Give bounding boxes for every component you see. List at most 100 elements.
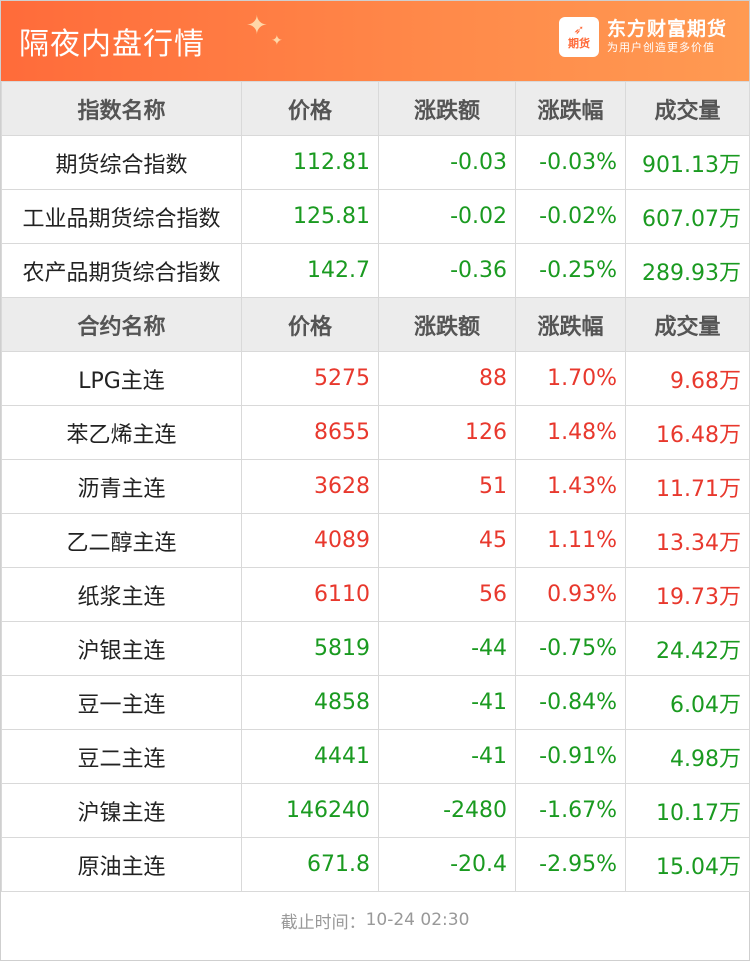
row-volume: 901.13万: [625, 135, 750, 190]
table-row: 纸浆主连 6110 56 0.93% 19.73万: [1, 567, 750, 622]
row-pct: -0.91%: [515, 729, 626, 784]
row-pct: 1.11%: [515, 513, 626, 568]
table-row: 农产品期货综合指数 142.7 -0.36 -0.25% 289.93万: [1, 243, 750, 298]
row-name: 豆一主连: [1, 675, 242, 730]
row-change: 51: [378, 459, 516, 514]
table-row: 豆二主连 4441 -41 -0.91% 4.98万: [1, 729, 750, 784]
row-name: 农产品期货综合指数: [1, 243, 242, 298]
logo-text: 期货: [567, 37, 590, 50]
row-volume: 16.48万: [625, 405, 750, 460]
table-row: 沪镍主连 146240 -2480 -1.67% 10.17万: [1, 783, 750, 838]
row-price: 671.8: [241, 837, 379, 892]
row-change: -0.03: [378, 135, 516, 190]
leaf-icon: ➶: [573, 23, 585, 38]
row-price: 4441: [241, 729, 379, 784]
row-pct: -1.67%: [515, 783, 626, 838]
row-name: 期货综合指数: [1, 135, 242, 190]
row-pct: -0.02%: [515, 189, 626, 244]
row-pct: 1.43%: [515, 459, 626, 514]
table-row: 沪银主连 5819 -44 -0.75% 24.42万: [1, 621, 750, 676]
row-pct: -0.03%: [515, 135, 626, 190]
row-name: 工业品期货综合指数: [1, 189, 242, 244]
row-change: 126: [378, 405, 516, 460]
table-row: 苯乙烯主连 8655 126 1.48% 16.48万: [1, 405, 750, 460]
row-name: 沥青主连: [1, 459, 242, 514]
row-pct: 0.93%: [515, 567, 626, 622]
row-change: -44: [378, 621, 516, 676]
update-time-label: 截止时间：: [280, 912, 366, 933]
column-header: 涨跌幅: [515, 81, 626, 136]
table-row: 原油主连 671.8 -20.4 -2.95% 15.04万: [1, 837, 750, 892]
row-pct: -0.84%: [515, 675, 626, 730]
row-volume: 11.71万: [625, 459, 750, 514]
row-volume: 4.98万: [625, 729, 750, 784]
brand-logo: ➶ 期货 东方财富期货 为用户创造更多价值: [558, 17, 727, 57]
row-price: 6110: [241, 567, 379, 622]
page-title: 隔夜内盘行情: [19, 27, 205, 62]
row-volume: 13.34万: [625, 513, 750, 568]
row-volume: 10.17万: [625, 783, 750, 838]
row-name: LPG主连: [1, 351, 242, 406]
row-change: -0.36: [378, 243, 516, 298]
sparkle-small-icon: ✦: [271, 33, 283, 49]
table-row: 期货综合指数 112.81 -0.03 -0.03% 901.13万: [1, 135, 750, 190]
table-row: 乙二醇主连 4089 45 1.11% 13.34万: [1, 513, 750, 568]
row-price: 112.81: [241, 135, 379, 190]
column-header: 涨跌额: [378, 81, 516, 136]
row-volume: 6.04万: [625, 675, 750, 730]
row-price: 3628: [241, 459, 379, 514]
column-header: 涨跌额: [378, 297, 516, 352]
row-price: 8655: [241, 405, 379, 460]
column-header: 涨跌幅: [515, 297, 626, 352]
row-price: 5275: [241, 351, 379, 406]
market-table: 指数名称 价格 涨跌额 涨跌幅 成交量 期货综合指数 112.81 -0.03 -0.03% 90…: [1, 81, 750, 892]
table-row: 沥青主连 3628 51 1.43% 11.71万: [1, 459, 750, 514]
row-pct: 1.70%: [515, 351, 626, 406]
table-row: 工业品期货综合指数 125.81 -0.02 -0.02% 607.07万: [1, 189, 750, 244]
row-volume: 15.04万: [625, 837, 750, 892]
contract-header-row: 合约名称 价格 涨跌额 涨跌幅 成交量: [1, 297, 750, 352]
update-time-value: 10-24 02:30: [365, 910, 470, 930]
row-volume: 9.68万: [625, 351, 750, 406]
row-volume: 24.42万: [625, 621, 750, 676]
row-change: -0.02: [378, 189, 516, 244]
row-name: 沪银主连: [1, 621, 242, 676]
brand-icon: ➶ 期货: [558, 17, 599, 57]
row-price: 142.7: [241, 243, 379, 298]
column-header: 成交量: [625, 297, 750, 352]
row-name: 豆二主连: [1, 729, 242, 784]
row-change: 88: [378, 351, 516, 406]
brand-slogan: 为用户创造更多价值: [606, 41, 715, 54]
row-volume: 19.73万: [625, 567, 750, 622]
sparkle-icon: ✦: [246, 11, 268, 41]
row-change: -2480: [378, 783, 516, 838]
row-pct: 1.48%: [515, 405, 626, 460]
row-pct: -0.25%: [515, 243, 626, 298]
card-header: 隔夜内盘行情 ✦ ✦ ➶ 期货 东方财富期货 为用户创造更多价值: [1, 1, 749, 81]
row-name: 苯乙烯主连: [1, 405, 242, 460]
row-price: 146240: [241, 783, 379, 838]
row-name: 乙二醇主连: [1, 513, 242, 568]
update-time: 截止时间： 10-24 02:30: [1, 892, 749, 948]
column-header: 价格: [241, 81, 379, 136]
row-change: 45: [378, 513, 516, 568]
column-header: 成交量: [625, 81, 750, 136]
row-change: -41: [378, 729, 516, 784]
row-price: 4858: [241, 675, 379, 730]
table-row: LPG主连 5275 88 1.70% 9.68万: [1, 351, 750, 406]
row-name: 原油主连: [1, 837, 242, 892]
row-change: -41: [378, 675, 516, 730]
brand-name: 东方财富期货: [606, 18, 727, 40]
column-header: 合约名称: [1, 297, 242, 352]
row-volume: 607.07万: [625, 189, 750, 244]
row-name: 纸浆主连: [1, 567, 242, 622]
column-header: 指数名称: [1, 81, 242, 136]
row-change: -20.4: [378, 837, 516, 892]
row-name: 沪镍主连: [1, 783, 242, 838]
row-pct: -2.95%: [515, 837, 626, 892]
index-header-row: 指数名称 价格 涨跌额 涨跌幅 成交量: [1, 81, 750, 136]
row-price: 5819: [241, 621, 379, 676]
row-pct: -0.75%: [515, 621, 626, 676]
table-row: 豆一主连 4858 -41 -0.84% 6.04万: [1, 675, 750, 730]
